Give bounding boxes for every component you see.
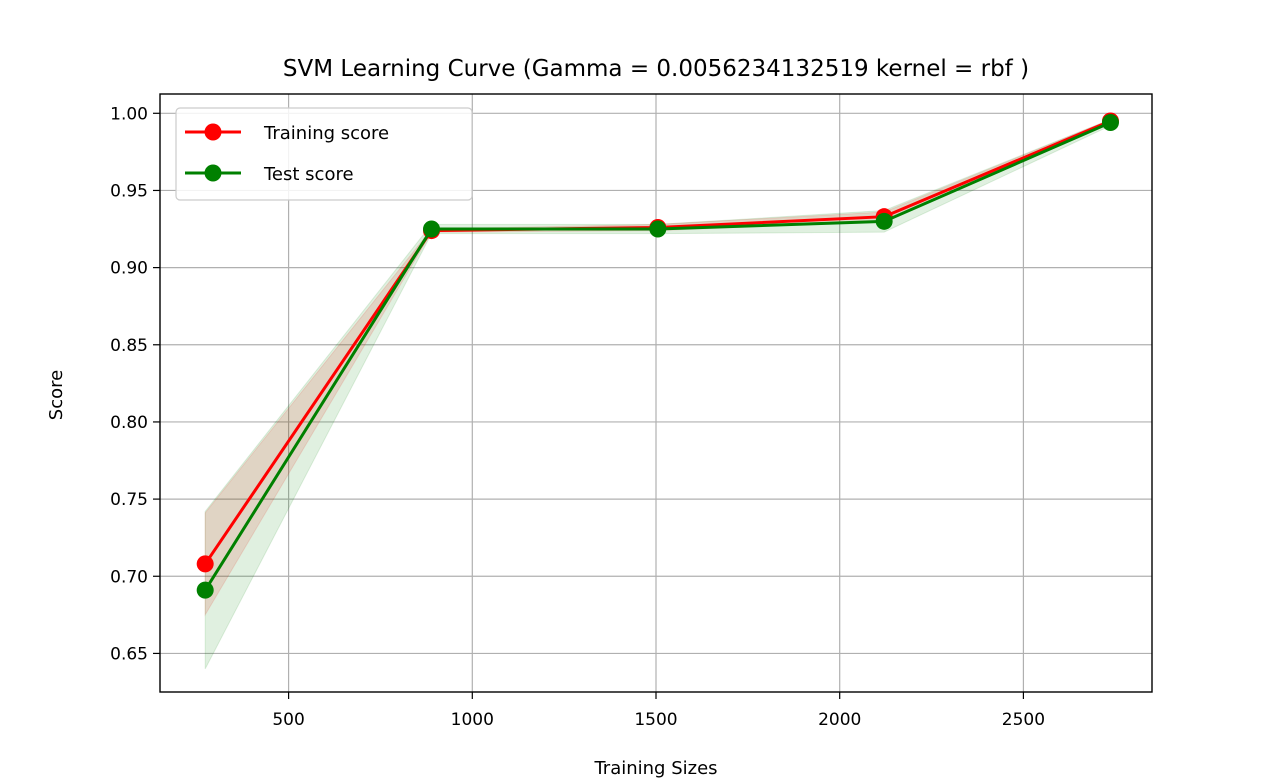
- y-tick-label: 1.00: [110, 104, 148, 124]
- data-point: [196, 555, 214, 573]
- legend-marker: [204, 123, 222, 141]
- legend-label: Test score: [263, 164, 354, 185]
- y-tick-label: 0.90: [110, 259, 148, 279]
- y-tick-label: 0.75: [110, 490, 148, 510]
- y-tick-label: 0.85: [110, 336, 148, 356]
- data-point: [196, 581, 214, 599]
- legend: Training score Test score: [175, 107, 473, 201]
- legend-items: Training score Test score: [185, 123, 389, 185]
- y-tick-label: 0.65: [110, 644, 148, 664]
- y-axis-label: Score: [46, 370, 67, 420]
- y-tick-label: 0.95: [110, 181, 148, 201]
- data-point: [423, 220, 441, 238]
- data-point: [649, 220, 667, 238]
- y-tick-label: 0.70: [110, 567, 148, 587]
- legend-label: Training score: [263, 123, 389, 144]
- legend-marker: [204, 164, 222, 182]
- data-point: [1101, 114, 1119, 132]
- x-tick-label: 500: [272, 710, 304, 730]
- x-tick-label: 2000: [818, 710, 861, 730]
- x-tick-label: 1000: [451, 710, 494, 730]
- series-layer: [196, 112, 1119, 599]
- chart-title: SVM Learning Curve (Gamma = 0.0056234132…: [283, 56, 1029, 82]
- x-tick-label: 2500: [1002, 710, 1045, 730]
- y-tick-label: 0.80: [110, 413, 148, 433]
- x-tick-label: 1500: [634, 710, 677, 730]
- x-axis-label: Training Sizes: [593, 758, 717, 779]
- data-point: [875, 212, 893, 230]
- legend-box: [175, 107, 473, 201]
- tick-layer: 500 1000 1500 2000 2500 0.65 0.70 0.75 0.80 0.85 0…: [110, 104, 1045, 730]
- grid-layer: [160, 94, 1152, 692]
